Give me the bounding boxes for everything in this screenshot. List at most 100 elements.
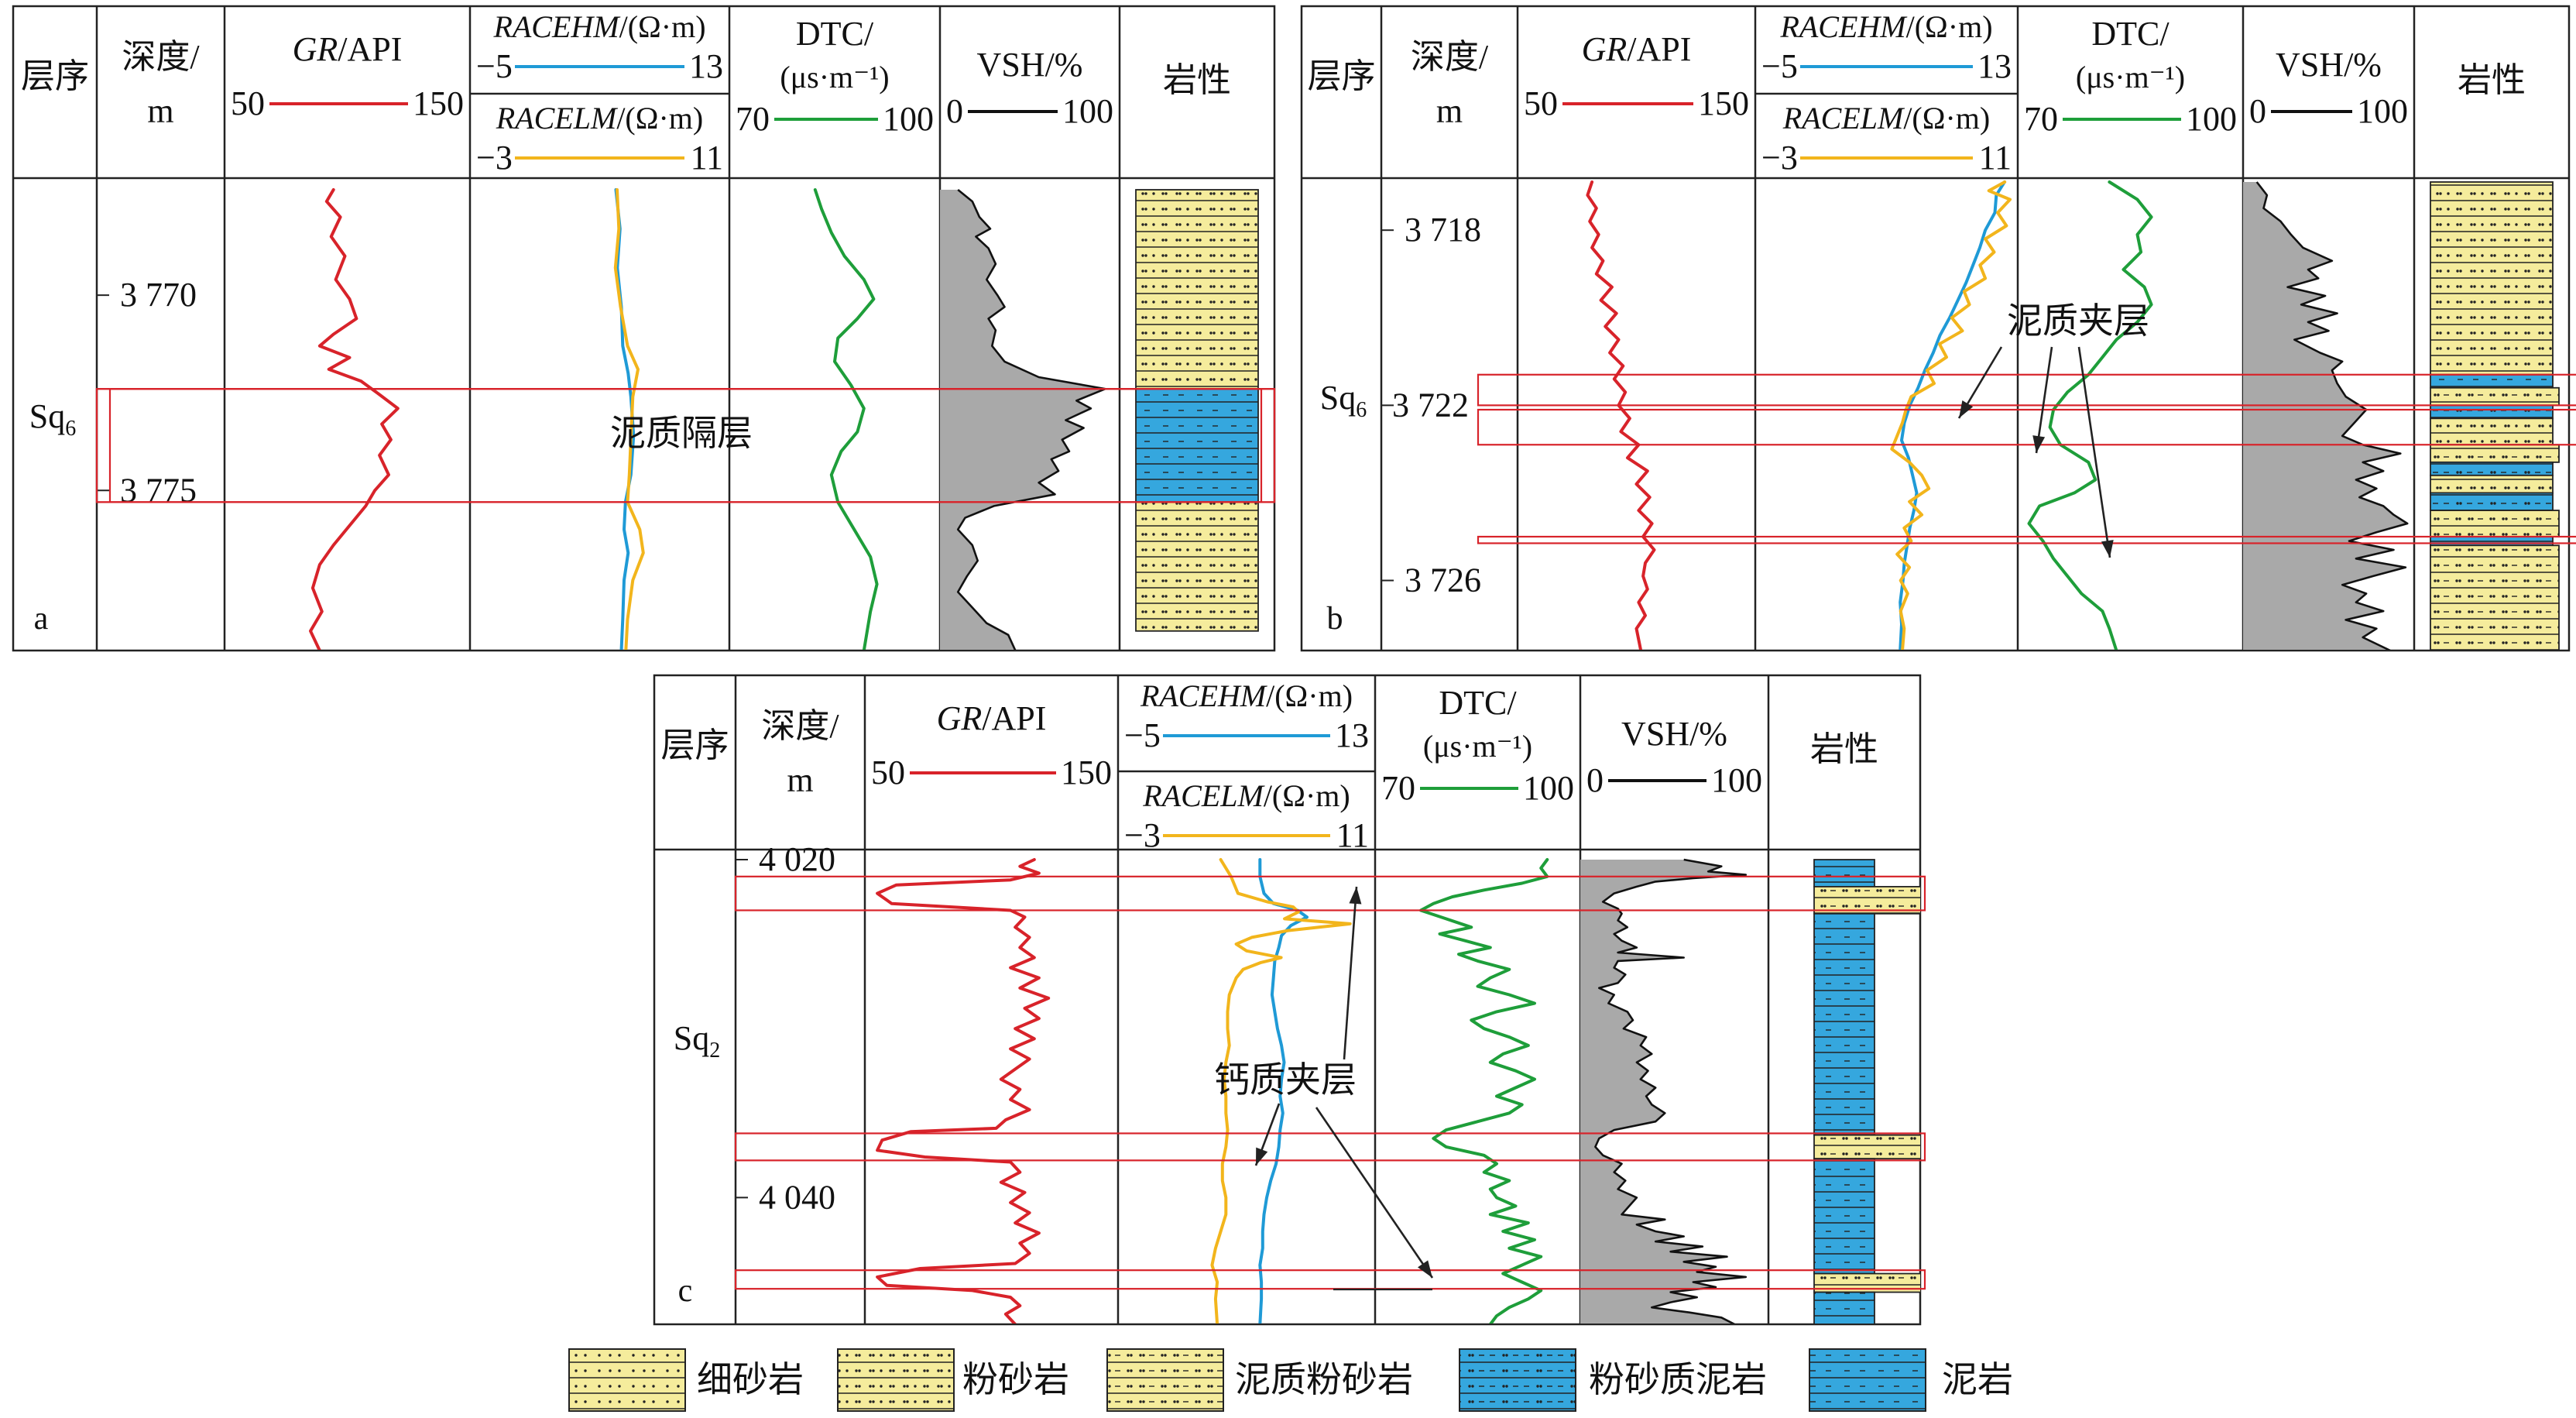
annotation-arrow-head — [1417, 1260, 1432, 1278]
header-lithology: 岩性 — [1810, 730, 1878, 768]
vsh-scale-max: 100 — [1062, 92, 1113, 130]
legend-swatch-mud — [1809, 1348, 1926, 1412]
dtc-scale-min: 70 — [736, 100, 770, 138]
header-depth-unit: m — [787, 761, 813, 799]
legend-swatch-silt — [837, 1348, 955, 1412]
sequence-label: Sq2 — [674, 1019, 720, 1063]
gr-curve — [876, 858, 1051, 1324]
dtc-scale-max: 100 — [1523, 769, 1574, 807]
gr-curve — [1586, 180, 1656, 650]
interlayer-marker — [734, 1132, 1926, 1162]
annotation-arrow-head — [2101, 540, 2114, 558]
lithology-bed-mud — [1813, 912, 1875, 1136]
header-racelm: RACELM/(Ω·m) — [1782, 101, 1990, 136]
lithology-bed-smud — [2430, 404, 2554, 420]
header-dtc-unit: (μs·m⁻¹) — [2076, 60, 2185, 94]
lithology-bed-silt — [2430, 474, 2554, 494]
dtc-curve — [2027, 180, 2153, 650]
header-dtc-unit: (μs·m⁻¹) — [1423, 729, 1532, 764]
annotation-arrow-head — [2032, 435, 2046, 453]
legend-swatch-msilt — [1106, 1348, 1224, 1412]
interlayer-marker — [734, 1269, 1926, 1290]
legend-label-fine: 细砂岩 — [697, 1360, 804, 1399]
panel-data-area — [1586, 180, 2560, 650]
header-vsh: VSH/% — [2276, 46, 2382, 84]
header-vsh: VSH/% — [1621, 715, 1727, 753]
depth-tick-label: 3 726 — [1405, 561, 1481, 599]
lithology-bed-mud — [1135, 388, 1259, 503]
lithology-bed-smud — [2430, 536, 2554, 547]
vsh-scale-min: 0 — [1586, 761, 1604, 799]
racehm-curve — [1258, 858, 1309, 1324]
lithology-bed-silt — [1135, 189, 1259, 390]
header-dtc: DTC/ — [2091, 15, 2170, 53]
header-vsh: VSH/% — [977, 46, 1083, 84]
gr-scale-min: 50 — [1524, 84, 1558, 122]
annotation-arrow-head — [1349, 887, 1362, 905]
depth-tick-label: 3 722 — [1392, 386, 1469, 424]
header-dtc: DTC/ — [1439, 684, 1517, 722]
header-sequence: 层序 — [1308, 57, 1376, 95]
depth-tick-label: 4 040 — [759, 1178, 835, 1216]
lithology-bed-silt — [1135, 501, 1259, 632]
vsh-fill — [2243, 182, 2408, 650]
depth-tick-label: 3 770 — [120, 276, 197, 314]
lithology-bed-msilt — [2430, 544, 2560, 650]
gr-scale-min: 50 — [231, 84, 265, 122]
racelm-scale-min: −3 — [1124, 816, 1161, 854]
panel-letter: a — [34, 601, 49, 637]
gr-scale-min: 50 — [871, 754, 905, 791]
vsh-scale-max: 100 — [1711, 761, 1762, 799]
legend-label-smud: 粉砂质泥岩 — [1589, 1360, 1767, 1399]
annotation-label: 泥质夹层 — [2007, 301, 2149, 341]
annotation-arrow — [1343, 886, 1358, 1060]
interlayer-marker — [1477, 408, 2576, 446]
annotation-arrow — [2035, 346, 2053, 454]
header-gr: GR/API — [937, 699, 1047, 737]
header-depth: 深度/ — [1411, 38, 1489, 76]
interlayer-marker — [1477, 373, 2576, 407]
legend-label-mud: 泥岩 — [1942, 1360, 2013, 1399]
dtc-scale-min: 70 — [2024, 100, 2058, 138]
annotation-arrow-head — [1959, 400, 1974, 418]
vsh-scale-min: 0 — [2249, 92, 2266, 130]
gr-scale-max: 150 — [413, 84, 464, 122]
sequence-label: Sq6 — [1320, 379, 1367, 422]
panel-data-area — [876, 858, 1920, 1324]
header-sequence: 层序 — [661, 726, 729, 764]
legend-swatch-smud — [1459, 1348, 1576, 1412]
header-gr: GR/API — [293, 30, 403, 68]
gr-scale-max: 150 — [1698, 84, 1749, 122]
header-depth-unit: m — [147, 92, 173, 130]
annotation-label: 钙质夹层 — [1214, 1060, 1357, 1100]
header-racehm: RACEHM/(Ω·m) — [1779, 9, 1992, 44]
legend-label-silt: 粉砂岩 — [962, 1360, 1069, 1399]
vsh-scale-max: 100 — [2357, 92, 2408, 130]
racehm-scale-max: 13 — [1977, 47, 2012, 85]
header-dtc: DTC/ — [796, 15, 874, 53]
depth-tick-label: 4 020 — [759, 840, 835, 878]
annotation-arrow — [2077, 346, 2111, 558]
racelm-curve — [613, 188, 645, 650]
racehm-scale-min: −5 — [1124, 716, 1161, 754]
gr-curve — [309, 188, 400, 650]
annotation-arrow — [1315, 1107, 1434, 1279]
lithology-bed-smud — [2430, 492, 2554, 511]
interlayer-marker — [95, 388, 1276, 503]
header-racehm: RACEHM/(Ω·m) — [492, 9, 705, 44]
lithology-legend: 细砂岩 粉砂岩 泥质粉砂岩 粉砂质泥岩 泥岩 — [568, 1348, 2013, 1412]
racehm-scale-min: −5 — [476, 47, 513, 85]
vsh-curve — [1594, 858, 1748, 1324]
lithology-bed-msilt — [2430, 386, 2560, 407]
panel-frame — [12, 5, 1276, 652]
dtc-scale-min: 70 — [1381, 769, 1415, 807]
lithology-bed-msilt — [2430, 444, 2560, 463]
header-gr: GR/API — [1582, 30, 1692, 68]
interlayer-marker — [734, 875, 1926, 912]
racelm-scale-min: −3 — [1761, 139, 1798, 177]
lithology-bed-smud — [2430, 461, 2554, 476]
